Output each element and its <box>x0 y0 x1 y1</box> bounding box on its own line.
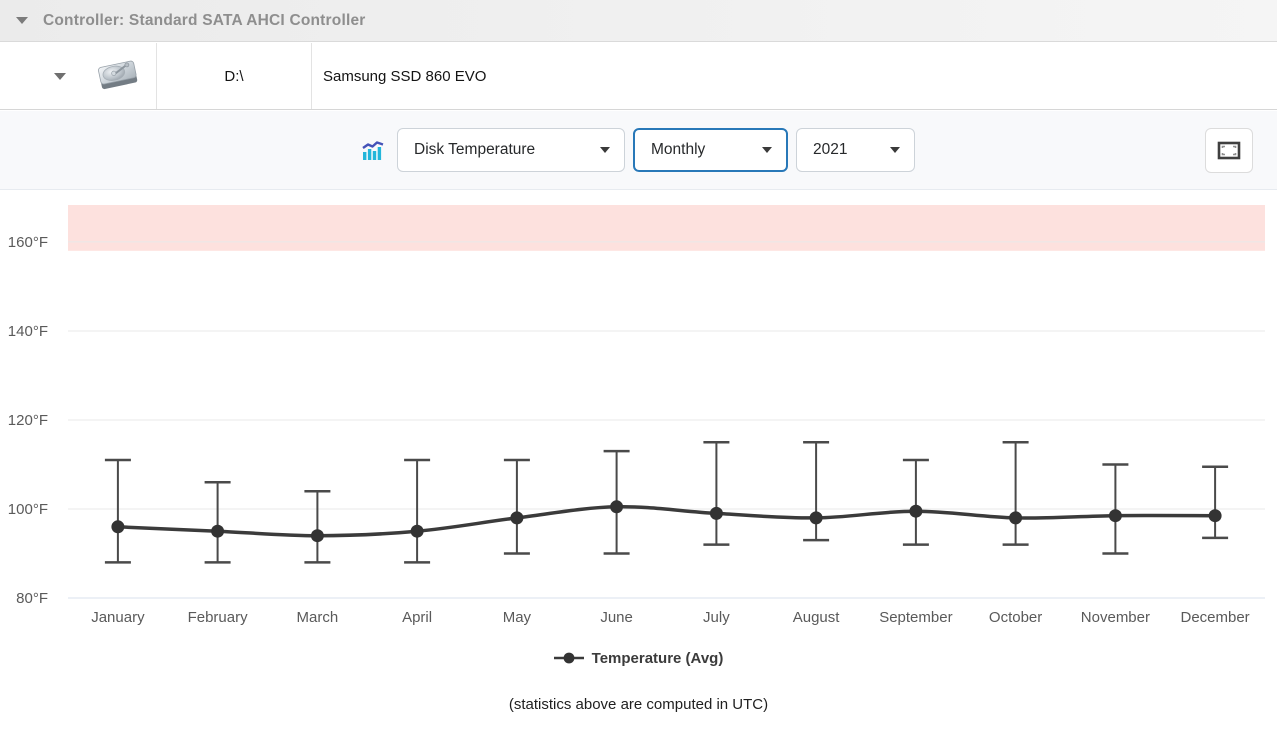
x-tick-label: October <box>989 609 1042 626</box>
y-tick-label: 100°F <box>8 501 48 518</box>
year-dropdown[interactable]: 2021 <box>796 128 915 172</box>
y-tick-label: 120°F <box>8 412 48 429</box>
disk-expander[interactable] <box>0 43 80 109</box>
x-tick-label: September <box>879 609 952 626</box>
error-bar <box>204 481 231 564</box>
x-tick-label: January <box>91 609 145 626</box>
x-tick-label: December <box>1180 609 1249 626</box>
x-tick-label: June <box>600 609 633 626</box>
data-point[interactable] <box>909 504 923 518</box>
legend[interactable]: Temperature (Avg) <box>0 646 1277 670</box>
year-dropdown-value: 2021 <box>813 141 848 158</box>
data-point[interactable] <box>1208 509 1222 523</box>
fullscreen-icon <box>1217 141 1241 160</box>
disk-row[interactable]: D:\ Samsung SSD 860 EVO <box>0 43 1277 110</box>
error-bar <box>902 458 929 546</box>
legend-marker-icon <box>553 652 584 664</box>
data-point[interactable] <box>610 500 624 514</box>
y-tick-label: 140°F <box>8 323 48 340</box>
controller-title: Controller: Standard SATA AHCI Controlle… <box>43 11 366 29</box>
metric-dropdown-value: Disk Temperature <box>414 141 536 158</box>
error-bar <box>1102 463 1129 555</box>
error-bar <box>503 458 530 555</box>
temperature-chart[interactable]: 80°F 100°F 120°F 140°F 160°F January February M… <box>0 190 1277 630</box>
x-tick-label: May <box>503 609 532 626</box>
period-dropdown-value: Monthly <box>651 141 706 158</box>
data-point[interactable] <box>510 511 524 525</box>
data-point[interactable] <box>310 529 324 543</box>
chevron-down-icon[interactable] <box>16 17 28 24</box>
error-bar <box>1002 440 1029 546</box>
data-point[interactable] <box>111 520 125 534</box>
drive-letter: D:\ <box>157 43 312 109</box>
period-dropdown[interactable]: Monthly <box>633 128 788 172</box>
fullscreen-button[interactable] <box>1205 128 1253 173</box>
y-tick-label: 80°F <box>16 590 48 607</box>
data-point[interactable] <box>410 524 424 538</box>
chevron-down-icon <box>600 147 610 153</box>
x-tick-label: August <box>793 609 841 626</box>
chart-icon <box>362 140 384 161</box>
data-point[interactable] <box>809 511 823 525</box>
x-tick-label: April <box>402 609 432 626</box>
data-point[interactable] <box>1108 509 1122 523</box>
error-bar <box>404 458 431 564</box>
disk-model: Samsung SSD 860 EVO <box>323 67 487 85</box>
disk-icon-cell <box>80 43 157 109</box>
data-point[interactable] <box>1009 511 1023 525</box>
x-tick-label: November <box>1081 609 1150 626</box>
x-tick-label: March <box>297 609 339 626</box>
data-point[interactable] <box>709 506 723 520</box>
error-bar <box>1202 465 1229 540</box>
chart-toolbar: Disk Temperature Monthly 2021 <box>0 111 1277 190</box>
error-bar <box>104 458 131 564</box>
danger-zone <box>68 205 1265 251</box>
legend-label: Temperature (Avg) <box>591 649 724 667</box>
avg-temperature-line <box>117 504 1216 538</box>
controller-header[interactable]: Controller: Standard SATA AHCI Controlle… <box>0 0 1277 42</box>
metric-dropdown[interactable]: Disk Temperature <box>397 128 625 172</box>
error-bar <box>703 440 730 546</box>
x-tick-label: February <box>188 609 249 626</box>
y-tick-label: 160°F <box>8 234 48 251</box>
chevron-down-icon[interactable] <box>54 72 66 80</box>
chevron-down-icon <box>762 147 772 153</box>
data-point[interactable] <box>211 524 225 538</box>
chevron-down-icon <box>890 147 900 153</box>
utc-footnote: (statistics above are computed in UTC) <box>508 696 769 713</box>
x-tick-label: July <box>703 609 730 626</box>
error-bar <box>803 440 830 542</box>
error-bar <box>304 489 331 564</box>
hard-disk-icon <box>98 60 138 90</box>
